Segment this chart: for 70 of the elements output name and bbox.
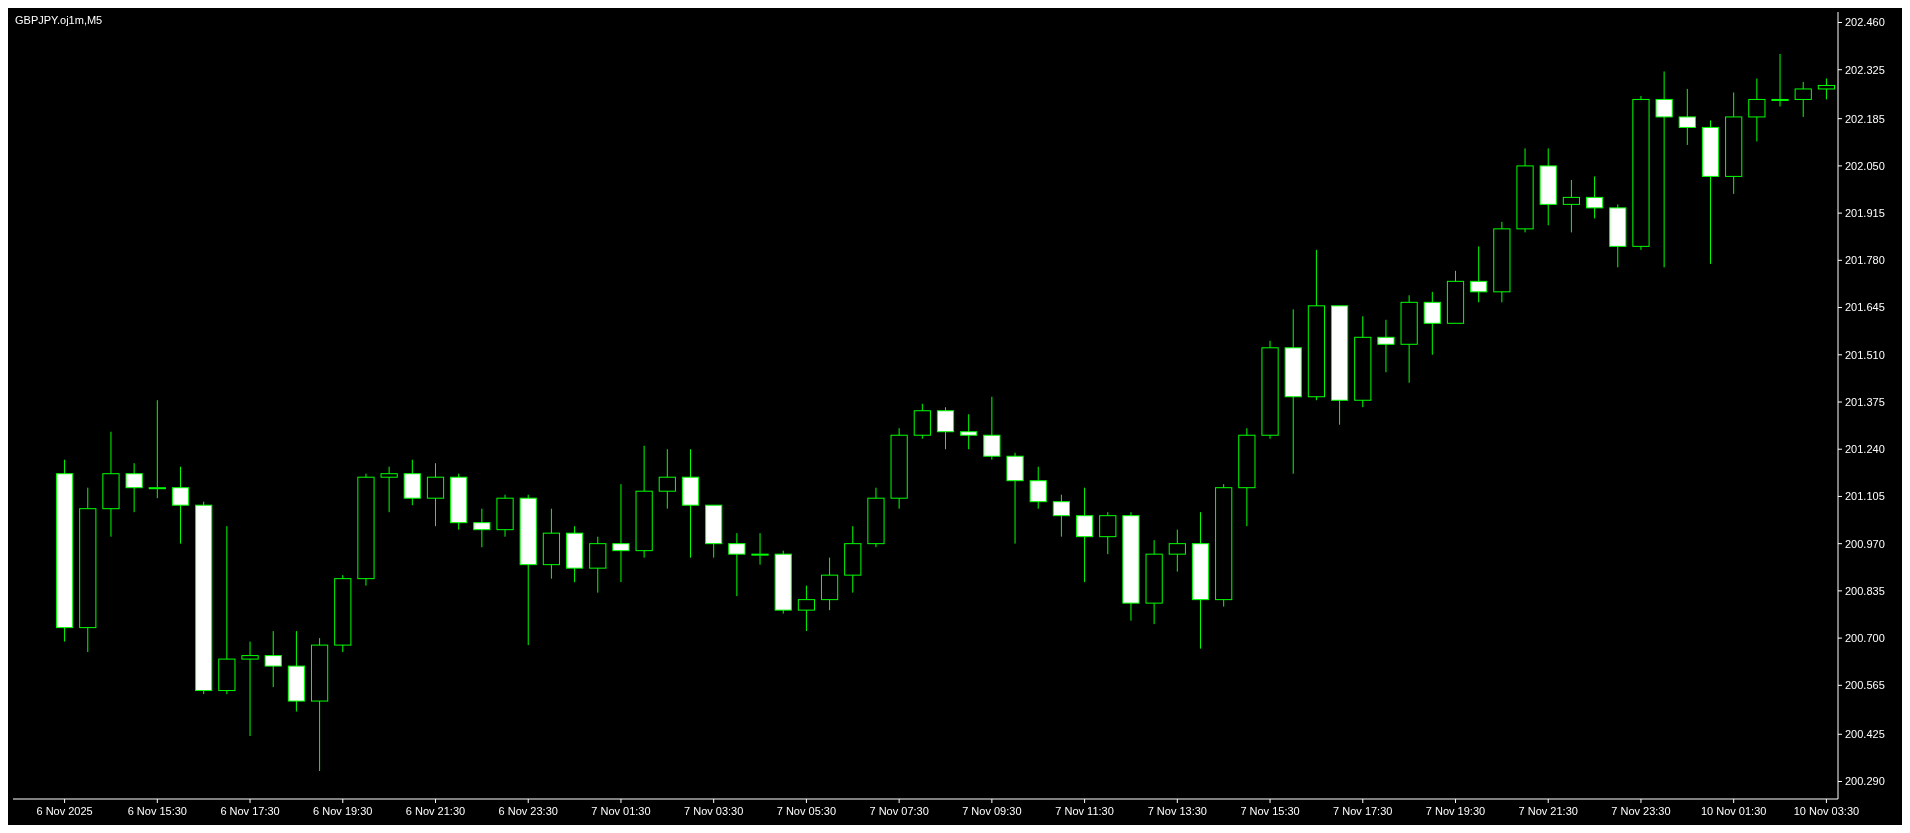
x-tick-label: 7 Nov 19:30 [1425,805,1486,817]
x-tick-label: 6 Nov 2025 [36,805,93,817]
x-tick-label: 7 Nov 05:30 [776,805,837,817]
x-tick-label: 7 Nov 21:30 [1518,805,1578,817]
y-tick-label: 200.290 [1845,775,1885,788]
y-tick-label: 200.835 [1845,584,1885,597]
x-tick-label: 6 Nov 23:30 [498,805,558,817]
candlestick [728,532,746,597]
candlestick [148,399,166,499]
x-tick-label: 7 Nov 09:30 [962,805,1022,817]
y-tick-label: 201.375 [1845,395,1885,408]
x-tick-label: 7 Nov 03:30 [684,805,744,817]
y-tick-label: 201.510 [1845,348,1885,361]
candlestick [264,630,282,688]
candlestick [1099,511,1117,555]
y-tick-label: 201.240 [1845,443,1885,456]
x-tick-label: 7 Nov 17:30 [1333,805,1393,817]
chart-title: GBPJPY.oj1m,M5 [15,14,103,26]
candlestick [1655,70,1673,268]
candlestick [426,462,445,527]
candlestick [1168,529,1186,573]
candlestick [1470,245,1488,303]
y-tick-label: 202.185 [1845,112,1885,125]
candlestick [983,396,1001,461]
candlestick [1052,494,1071,538]
candlestick [1075,487,1094,583]
y-tick-label: 202.050 [1845,159,1885,172]
candlestick [1562,179,1581,233]
candlestick [1377,319,1395,373]
x-tick-label: 7 Nov 13:30 [1147,805,1207,817]
x-tick-label: 7 Nov 07:30 [869,805,929,817]
candlestick [960,413,978,450]
x-tick-label: 10 Nov 03:30 [1793,805,1860,817]
candlestick [751,532,769,566]
y-tick-label: 201.105 [1845,490,1885,503]
y-tick-label: 202.325 [1845,63,1885,76]
x-tick-label: 10 Nov 01:30 [1700,805,1767,817]
x-tick-label: 7 Nov 23:30 [1611,805,1671,817]
x-tick-label: 6 Nov 17:30 [220,805,280,817]
y-tick-label: 200.970 [1845,537,1885,550]
candlestick [1771,53,1789,107]
candlestick [658,448,676,510]
candlestick [380,466,398,513]
candlestick [1817,77,1836,100]
x-tick-label: 7 Nov 11:30 [1055,805,1114,817]
x-tick-label: 6 Nov 21:30 [405,805,466,817]
candlestick [936,406,955,450]
candlestick [1029,466,1047,510]
x-tick-label: 7 Nov 15:30 [1240,805,1300,817]
y-tick-label: 201.780 [1845,254,1885,267]
candlestick [241,641,259,737]
y-tick-label: 200.425 [1845,728,1885,741]
candlestick [1748,77,1766,142]
y-tick-label: 201.645 [1845,301,1885,314]
candlestick [125,462,143,513]
y-tick-label: 200.700 [1845,631,1885,644]
x-tick-label: 6 Nov 15:30 [127,805,187,817]
candlestick [1585,175,1604,219]
candlestick [797,585,816,632]
candlestick [1678,88,1696,146]
candlestick [171,466,190,545]
candlestick [1423,291,1441,356]
candlestick [1794,81,1812,118]
y-tick-label: 201.915 [1845,206,1885,219]
y-tick-label: 200.565 [1845,679,1885,692]
x-tick-label: 7 Nov 01:30 [591,805,651,817]
x-tick-label: 6 Nov 19:30 [313,805,373,817]
candlestick [612,483,630,583]
y-tick-label: 202.460 [1845,16,1885,29]
candlestick [473,508,491,548]
